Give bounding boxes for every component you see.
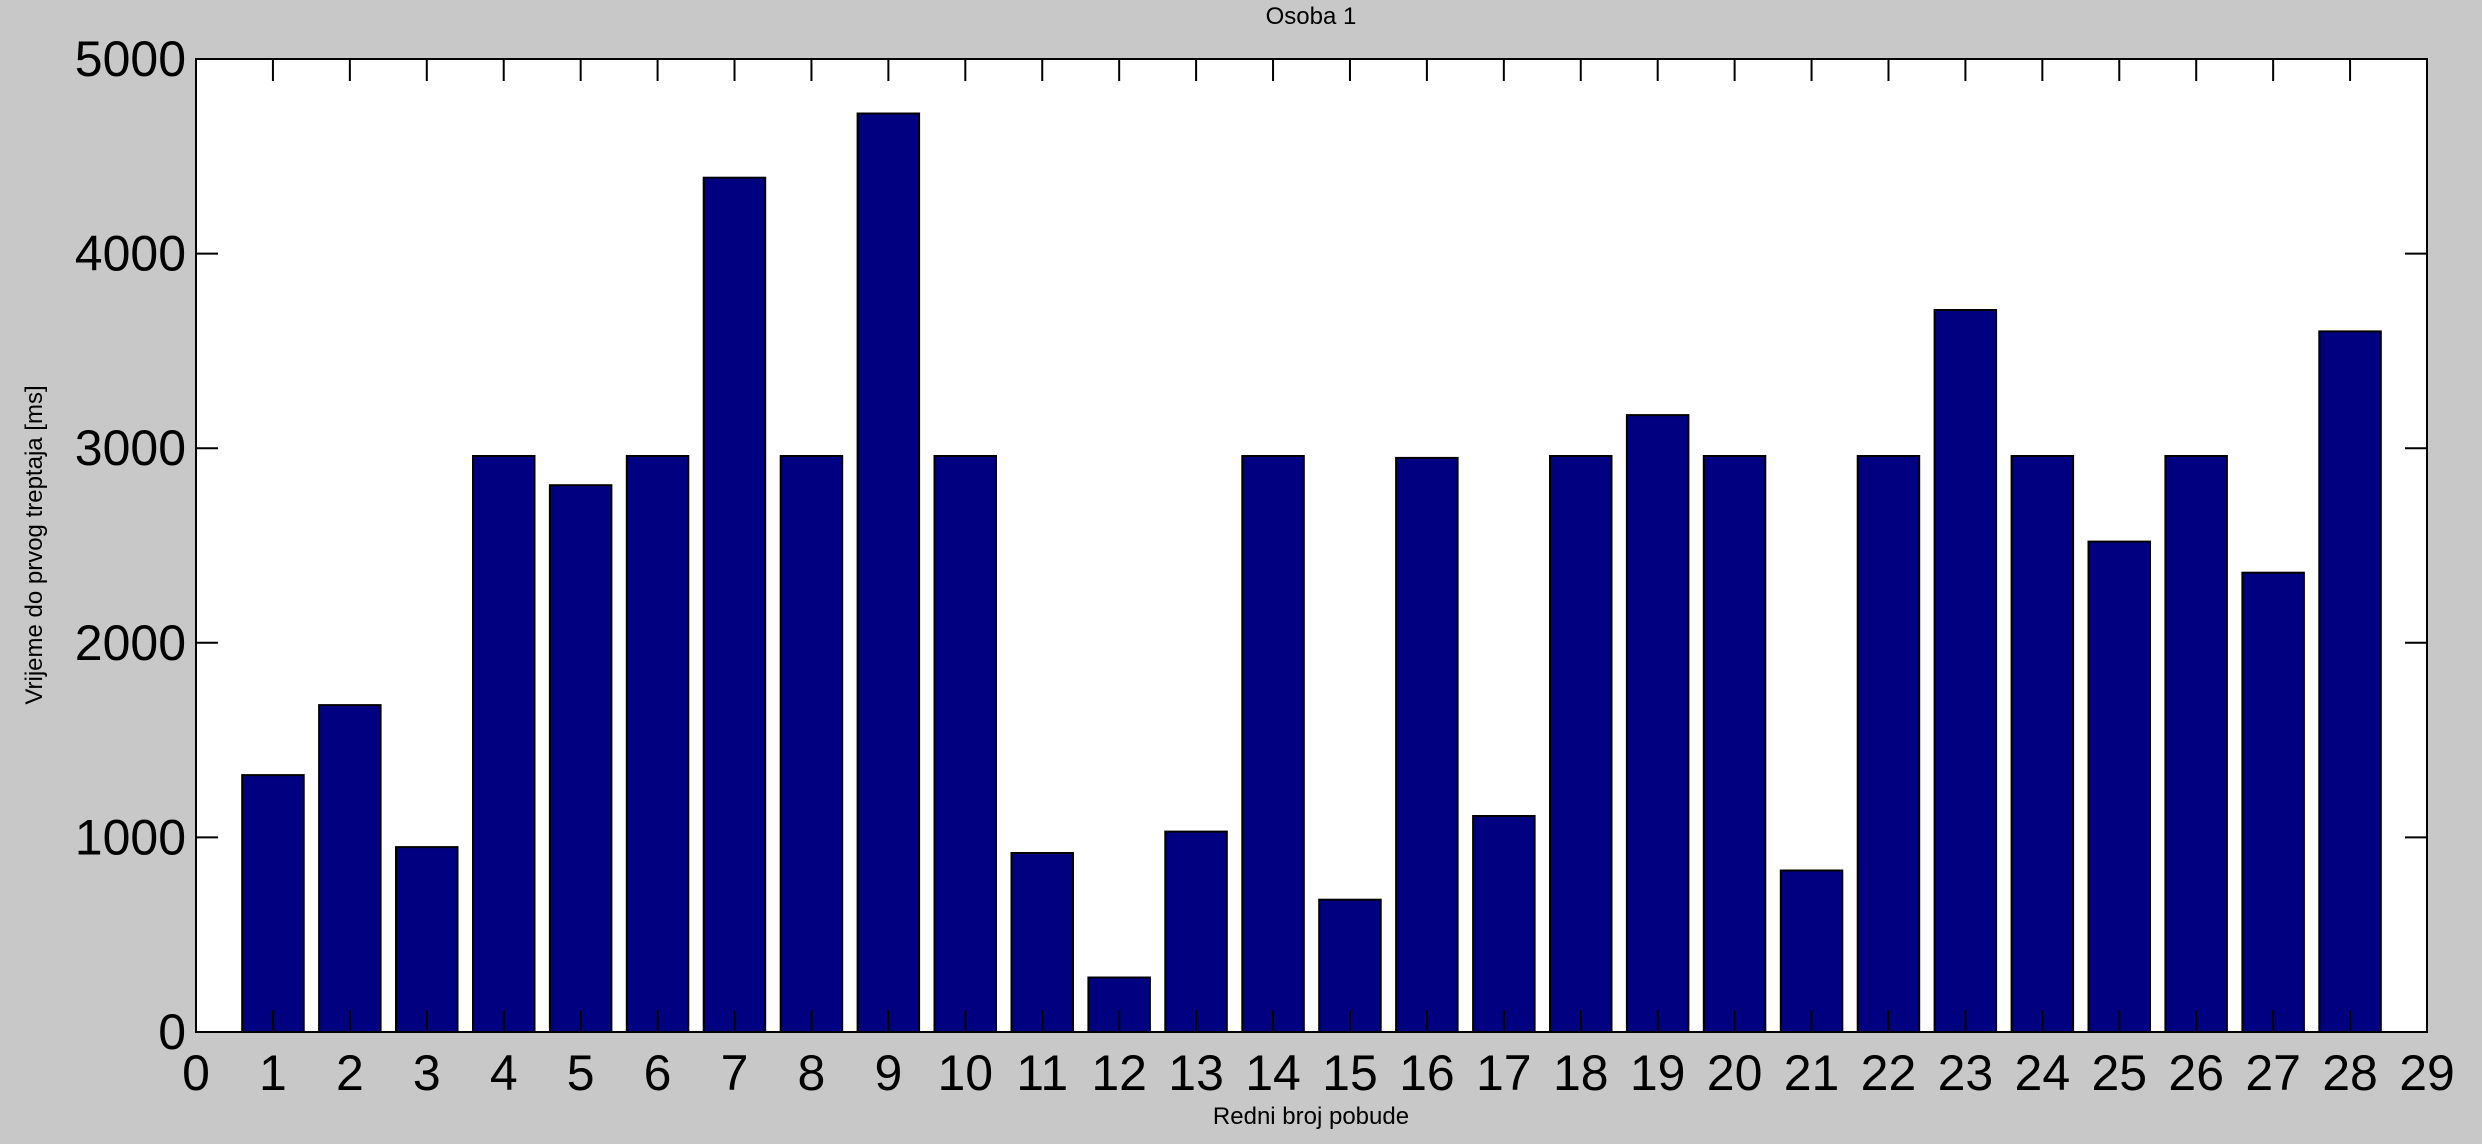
x-tick-label-19: 19	[1630, 1045, 1686, 1101]
bar-1	[241, 774, 305, 1033]
x-tick-label-11: 11	[1016, 1045, 1068, 1101]
x-tick-label-28: 28	[2322, 1045, 2378, 1101]
bar-16	[1395, 456, 1459, 1033]
x-axis-label: Redni broj pobude	[1213, 1103, 1409, 1130]
y-axis-label: Vrijeme do prvog treptaja [ms]	[21, 385, 48, 704]
x-tick-label-27: 27	[2245, 1045, 2301, 1101]
bar-22	[1856, 455, 1921, 1033]
x-tick-label-6: 6	[644, 1045, 672, 1101]
x-tick-label-9: 9	[874, 1045, 902, 1101]
x-tick-label-26: 26	[2168, 1045, 2224, 1101]
bar-2	[318, 704, 382, 1033]
x-tick-label-18: 18	[1553, 1045, 1609, 1101]
bar-17	[1472, 815, 1536, 1033]
bar-6	[625, 455, 690, 1033]
bar-13	[1164, 830, 1228, 1033]
bar-5	[548, 484, 613, 1033]
bar-15	[1318, 898, 1382, 1034]
bar-18	[1549, 455, 1613, 1033]
bar-3	[395, 846, 459, 1033]
bar-24	[2010, 455, 2075, 1033]
bar-25	[2087, 540, 2151, 1033]
x-tick-label-20: 20	[1707, 1045, 1763, 1101]
bar-14	[1241, 455, 1305, 1033]
x-tick-label-15: 15	[1322, 1045, 1378, 1101]
bar-28	[2318, 330, 2382, 1033]
bar-8	[779, 455, 844, 1033]
bar-10	[933, 455, 997, 1033]
x-tick-label-2: 2	[336, 1045, 364, 1101]
x-tick-label-14: 14	[1245, 1045, 1301, 1101]
bars-group	[241, 112, 2382, 1034]
x-tick-label-12: 12	[1091, 1045, 1147, 1101]
y-tick-label-2000: 2000	[75, 615, 186, 671]
bar-9	[856, 112, 921, 1033]
bar-23	[1933, 309, 1998, 1033]
bar-21	[1779, 869, 1844, 1033]
x-tick-label-5: 5	[567, 1045, 595, 1101]
bar-7	[702, 176, 767, 1033]
x-tick-label-17: 17	[1476, 1045, 1532, 1101]
bar-19	[1625, 414, 1690, 1034]
x-tick-label-7: 7	[721, 1045, 749, 1101]
bar-11	[1010, 852, 1074, 1033]
x-tick-label-3: 3	[413, 1045, 441, 1101]
y-tick-label-1000: 1000	[75, 809, 186, 865]
x-tick-label-16: 16	[1399, 1045, 1455, 1101]
x-tick-label-23: 23	[1938, 1045, 1994, 1101]
x-tick-label-24: 24	[2015, 1045, 2071, 1101]
x-tick-label-25: 25	[2091, 1045, 2147, 1101]
x-tick-label-4: 4	[490, 1045, 518, 1101]
bar-26	[2164, 455, 2228, 1033]
x-tick-label-1: 1	[259, 1045, 287, 1101]
x-tick-label-22: 22	[1861, 1045, 1917, 1101]
y-tick-label-4000: 4000	[75, 226, 186, 282]
y-tick-label-0: 0	[158, 1004, 186, 1060]
y-tick-label-3000: 3000	[75, 420, 186, 476]
y-tick-label-5000: 5000	[75, 31, 186, 87]
ticks-group: 0 1 2 3 4 5 6 7 8 9 10 11 12 13 14 15 16 17 18 19 20 21 22 23 24…	[75, 31, 2455, 1101]
bar-4	[472, 455, 536, 1033]
x-tick-label-29: 29	[2399, 1045, 2455, 1101]
x-tick-label-21: 21	[1784, 1045, 1840, 1101]
chart-title: Osoba 1	[1266, 3, 1357, 30]
x-tick-label-0: 0	[182, 1045, 210, 1101]
x-tick-label-13: 13	[1168, 1045, 1224, 1101]
bar-20	[1702, 455, 1767, 1033]
plot-border	[195, 58, 2428, 1033]
x-tick-label-10: 10	[937, 1045, 993, 1101]
bar-27	[2241, 571, 2305, 1033]
x-tick-label-8: 8	[798, 1045, 826, 1101]
